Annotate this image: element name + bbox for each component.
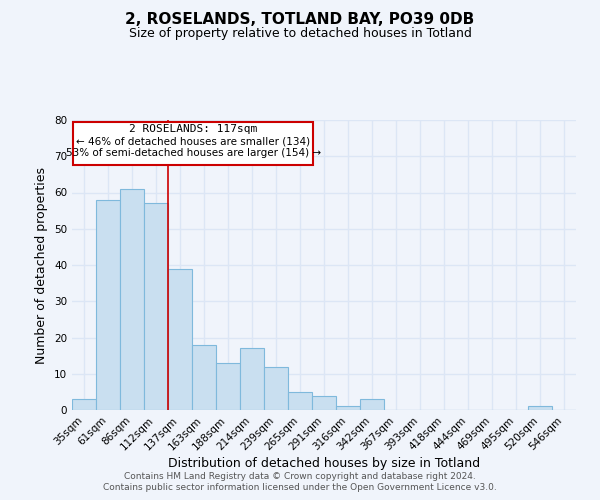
Bar [168, 268, 192, 410]
Text: Size of property relative to detached houses in Totland: Size of property relative to detached ho… [128, 28, 472, 40]
Text: 53% of semi-detached houses are larger (154) →: 53% of semi-detached houses are larger (… [65, 148, 321, 158]
FancyBboxPatch shape [73, 122, 313, 166]
Bar [216, 363, 240, 410]
Text: Contains HM Land Registry data © Crown copyright and database right 2024.: Contains HM Land Registry data © Crown c… [124, 472, 476, 481]
Bar [360, 399, 384, 410]
Bar [72, 399, 96, 410]
Bar [192, 345, 216, 410]
Bar [264, 366, 288, 410]
Text: Contains public sector information licensed under the Open Government Licence v3: Contains public sector information licen… [103, 484, 497, 492]
Bar [240, 348, 264, 410]
Bar [120, 189, 144, 410]
Text: ← 46% of detached houses are smaller (134): ← 46% of detached houses are smaller (13… [76, 136, 310, 146]
Bar [312, 396, 336, 410]
Bar [288, 392, 312, 410]
Bar [336, 406, 360, 410]
Y-axis label: Number of detached properties: Number of detached properties [35, 166, 49, 364]
Bar [96, 200, 120, 410]
Bar [528, 406, 552, 410]
X-axis label: Distribution of detached houses by size in Totland: Distribution of detached houses by size … [168, 458, 480, 470]
Text: 2 ROSELANDS: 117sqm: 2 ROSELANDS: 117sqm [129, 124, 257, 134]
Bar [144, 204, 168, 410]
Text: 2, ROSELANDS, TOTLAND BAY, PO39 0DB: 2, ROSELANDS, TOTLAND BAY, PO39 0DB [125, 12, 475, 28]
